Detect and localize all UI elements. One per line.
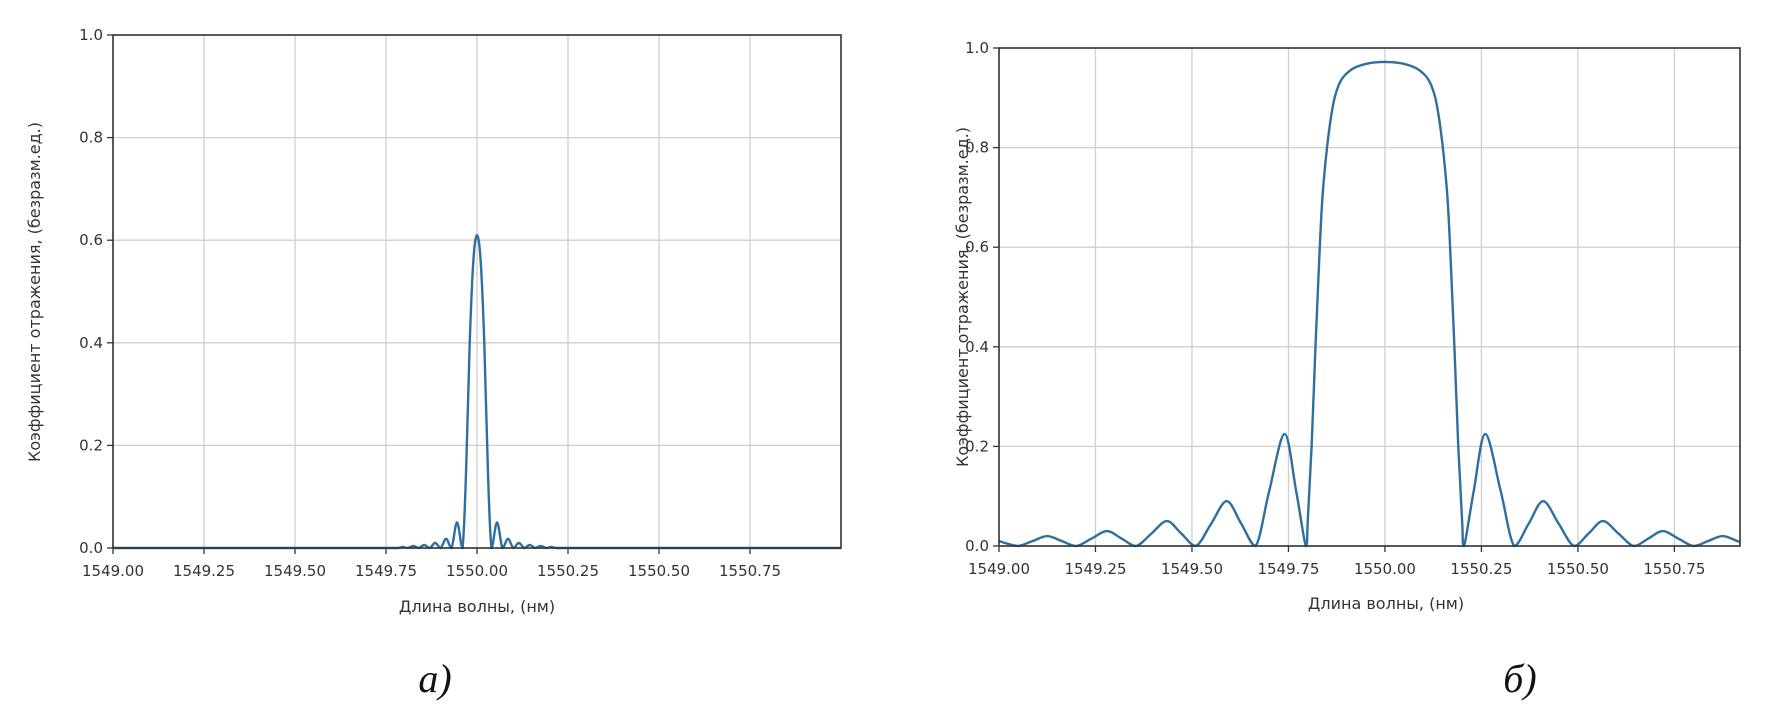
y-tick-label: 0.2: [965, 437, 989, 455]
x-tick-label: 1550.50: [628, 562, 690, 580]
y-axis-label: Коэффициент отражения, (безразм.ед.): [25, 122, 44, 462]
x-tick-label: 1550.00: [1354, 560, 1416, 578]
x-tick-label: 1550.00: [446, 562, 508, 580]
x-tick-label: 1549.25: [173, 562, 235, 580]
x-tick-label: 1550.25: [537, 562, 599, 580]
x-tick-label: 1550.50: [1547, 560, 1609, 578]
y-tick-label: 0.8: [79, 129, 103, 147]
x-tick-label: 1549.75: [1257, 560, 1319, 578]
x-tick-label: 1549.50: [1161, 560, 1223, 578]
y-tick-label: 1.0: [965, 39, 989, 57]
y-tick-label: 0.6: [965, 238, 989, 256]
y-tick-label: 0.8: [965, 139, 989, 157]
x-tick-label: 1549.00: [82, 562, 144, 580]
x-axis-label: Длина волны, (нм): [399, 597, 555, 616]
reflectance-curve: [999, 60, 1740, 548]
x-tick-label: 1549.75: [355, 562, 417, 580]
y-tick-label: 0.4: [79, 334, 103, 352]
panel-label: а): [418, 656, 451, 701]
chart-b: Длина волны, (нм) Коэффициент отражения,…: [953, 39, 1741, 701]
y-tick-label: 0.0: [965, 537, 989, 555]
y-axis-label: Коэффициент отражения, (безразм.ед.): [953, 127, 972, 467]
x-tick-label: 1550.75: [1643, 560, 1705, 578]
y-tick-label: 0.0: [79, 539, 103, 557]
x-tick-label: 1550.25: [1450, 560, 1512, 578]
x-tick-label: 1550.75: [719, 562, 781, 580]
chart-a: Длина волны, (нм) Коэффициент отражения,…: [25, 26, 842, 701]
y-tick-label: 0.6: [79, 231, 103, 249]
plot-frame: [998, 47, 1741, 547]
x-tick-label: 1549.50: [264, 562, 326, 580]
y-tick-label: 0.4: [965, 338, 989, 356]
x-axis-label: Длина волны, (нм): [1308, 594, 1464, 613]
plot-frame: [112, 34, 842, 549]
y-tick-label: 1.0: [79, 26, 103, 44]
x-tick-label: 1549.25: [1064, 560, 1126, 578]
y-tick-label: 0.2: [79, 436, 103, 454]
panel-label: б): [1503, 656, 1536, 701]
x-tick-label: 1549.00: [968, 560, 1030, 578]
